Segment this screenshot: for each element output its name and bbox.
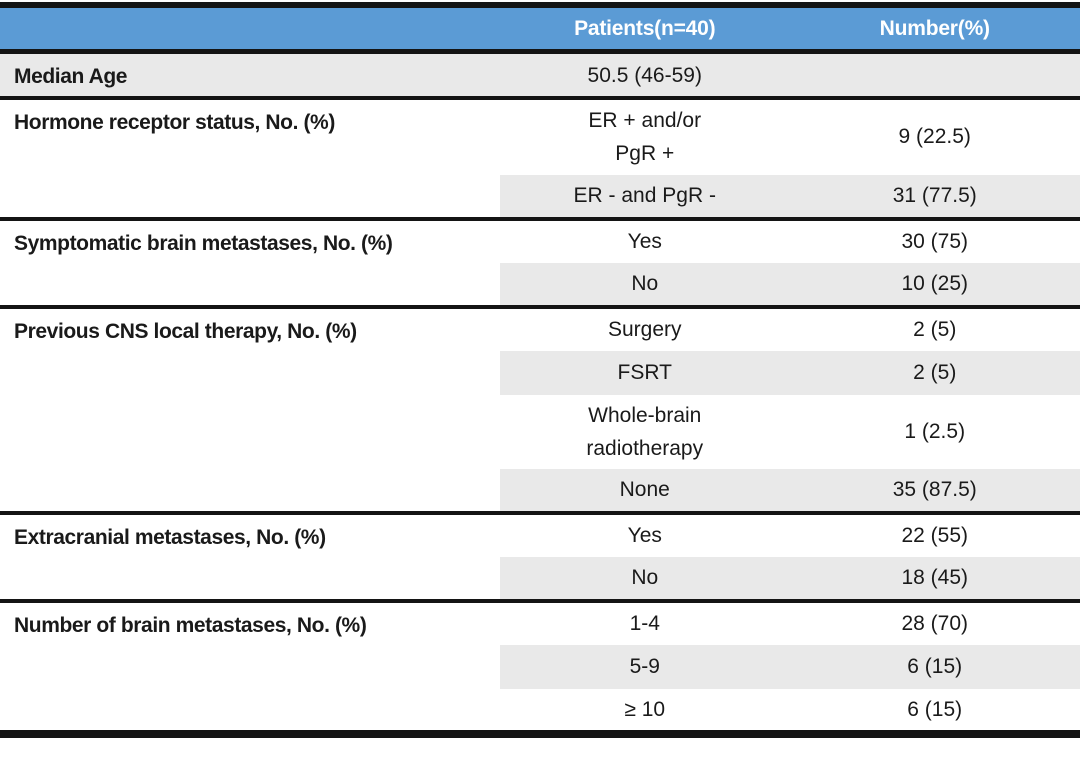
subcategory-cell: 1-4 bbox=[500, 598, 790, 645]
subcategory-cell: ER + and/or PgR + bbox=[500, 96, 790, 175]
table-row: FSRT 2 (5) bbox=[0, 350, 1080, 395]
table-row: Median Age 50.5 (46-59) bbox=[0, 49, 1080, 99]
number-percent-cell: 2 (5) bbox=[789, 304, 1080, 351]
category-label-cell: Extracranial metastases, No. (%) bbox=[0, 510, 501, 601]
number-percent-cell: 31 (77.5) bbox=[789, 174, 1080, 219]
table-row: 5-9 6 (15) bbox=[0, 644, 1080, 689]
number-percent-cell: 1 (2.5) bbox=[904, 419, 966, 443]
table-row: Hormone receptor status, No. (%) ER + and… bbox=[0, 96, 1080, 219]
table-row: No 18 (45) bbox=[0, 556, 1080, 601]
number-percent-cell: 30 (75) bbox=[789, 216, 1080, 263]
table-wrap: Patients(n=40) Number(%) Median Age 50.5 … bbox=[0, 2, 1080, 739]
subcategory-cell: Yes bbox=[500, 216, 790, 263]
category-label-cell: Number of brain metastases, No. (%) bbox=[0, 598, 501, 735]
patient-characteristics-table: Patients(n=40) Number(%) Median Age 50.5 … bbox=[0, 2, 1080, 739]
table-row: ≥ 10 6 (15) bbox=[0, 689, 1080, 734]
table-row: Symptomatic brain metastases, No. (%) Yes… bbox=[0, 216, 1080, 307]
table-row: None 35 (87.5) bbox=[0, 468, 1080, 513]
subcategory-cell: Whole-brain radiotherapy bbox=[586, 403, 704, 460]
header-patients-cell: Patients(n=40) bbox=[500, 5, 790, 54]
category-label-cell: Previous CNS local therapy, No. (%) bbox=[0, 304, 501, 513]
subcategory-cell: No bbox=[500, 262, 790, 307]
table-row: No 10 (25) bbox=[0, 262, 1080, 307]
table-row: Number of brain metastases, No. (%) 1-4 28… bbox=[0, 598, 1080, 735]
subcategory-cell: 50.5 (46-59) bbox=[500, 49, 790, 99]
subcategory-cell: ≥ 10 bbox=[624, 697, 666, 721]
number-percent-cell: 22 (55) bbox=[789, 510, 1080, 557]
number-percent-cell: 9 (22.5) bbox=[789, 96, 1080, 175]
number-percent-cell: 35 (87.5) bbox=[789, 468, 1080, 513]
number-percent-cell: 2 (5) bbox=[789, 350, 1080, 395]
subcategory-cell: No bbox=[500, 556, 790, 601]
number-percent-cell: 10 (25) bbox=[789, 262, 1080, 307]
number-percent-cell bbox=[789, 49, 1080, 99]
table-header: Patients(n=40) Number(%) bbox=[0, 5, 1080, 54]
subcategory-cell: FSRT bbox=[500, 350, 790, 395]
category-label-cell: Symptomatic brain metastases, No. (%) bbox=[0, 216, 501, 307]
subcategory-cell: None bbox=[500, 468, 790, 513]
number-percent-cell: 6 (15) bbox=[907, 697, 963, 721]
table-row: ER - and PgR -31 (77.5) bbox=[0, 174, 1080, 219]
subcategory-cell: 5-9 bbox=[500, 644, 790, 689]
table-body: Median Age 50.5 (46-59) Hormone receptor s… bbox=[0, 49, 1080, 735]
table-row: Whole-brain radiotherapy 1 (2.5) bbox=[0, 395, 1080, 469]
category-label-cell: Median Age bbox=[0, 49, 501, 99]
subcategory-cell: Surgery bbox=[500, 304, 790, 351]
category-label-cell: Hormone receptor status, No. (%) bbox=[0, 96, 501, 219]
number-percent-cell: 6 (15) bbox=[789, 644, 1080, 689]
number-percent-cell: 18 (45) bbox=[789, 556, 1080, 601]
number-percent-cell: 28 (70) bbox=[789, 598, 1080, 645]
table-row: Previous CNS local therapy, No. (%) Surge… bbox=[0, 304, 1080, 513]
subcategory-cell: ER - and PgR - bbox=[500, 174, 790, 219]
table-row: Extracranial metastases, No. (%) Yes 22 (5… bbox=[0, 510, 1080, 601]
subcategory-cell: Yes bbox=[500, 510, 790, 557]
header-row: Patients(n=40) Number(%) bbox=[0, 5, 1080, 54]
header-category-cell bbox=[0, 5, 501, 54]
header-number-cell: Number(%) bbox=[789, 5, 1080, 54]
